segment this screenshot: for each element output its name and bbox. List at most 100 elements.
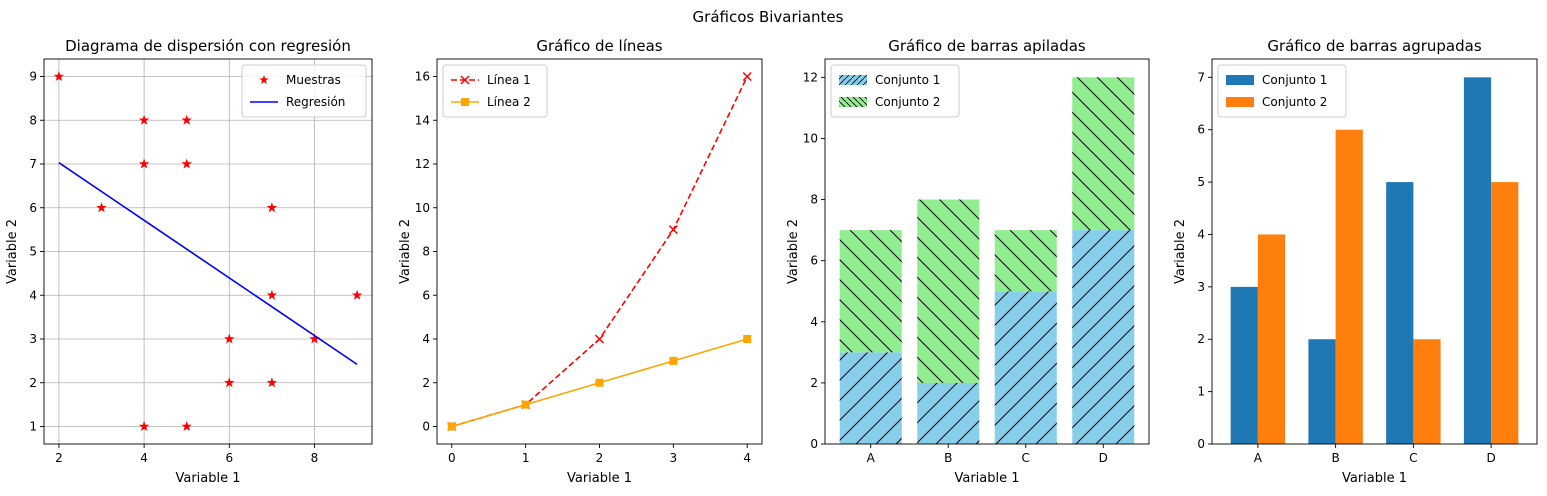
- legend-hatch: [839, 97, 867, 107]
- y-ticks: 0 2 4 6 8 10 12: [803, 70, 825, 451]
- bar: [1413, 339, 1441, 444]
- scatter-point: [266, 289, 278, 300]
- scatter-point: [181, 114, 192, 125]
- legend: Conjunto 1 Conjunto 2: [1217, 64, 1347, 118]
- x-tick-label: 8: [311, 451, 319, 465]
- chart-title: Gráfico de barras apiladas: [888, 37, 1086, 55]
- y-ticks: 0 2 4 6 8 10 12 14 16: [415, 70, 437, 434]
- legend-label: Conjunto 1: [875, 73, 940, 87]
- y-tick-label: 2: [810, 376, 818, 390]
- x-tick-label: 2: [596, 451, 604, 465]
- y-axis-label: Variable 2: [786, 219, 801, 284]
- bar: [1491, 182, 1519, 444]
- bar-hatch: [917, 382, 980, 444]
- x-tick-label: 0: [448, 451, 456, 465]
- legend-marker: [460, 75, 470, 85]
- y-tick-label: 14: [415, 113, 430, 127]
- x-tick-label: 6: [225, 451, 233, 465]
- y-tick-label: 8: [422, 245, 430, 259]
- bar-hatch: [1072, 77, 1135, 231]
- y-tick-label: 9: [29, 70, 37, 84]
- y-tick-label: 5: [29, 245, 37, 259]
- line-point: [669, 356, 678, 365]
- bar-hatch: [839, 230, 902, 353]
- bar-hatch: [839, 352, 902, 444]
- bar: [1335, 129, 1363, 444]
- x-axis-label: Variable 1: [954, 471, 1019, 486]
- y-tick-label: 12: [415, 157, 430, 171]
- y-axis-label: Variable 2: [1173, 219, 1188, 284]
- regression-line: [58, 162, 358, 366]
- x-tick-label: 4: [743, 451, 751, 465]
- y-tick-label: 1: [29, 420, 37, 434]
- bar-hatch: [1072, 230, 1135, 444]
- y-tick-label: 2: [422, 376, 430, 390]
- legend-label: Regresión: [286, 95, 345, 109]
- x-ticks: A B C D: [1254, 444, 1496, 465]
- x-tick-label: B: [1332, 451, 1340, 465]
- bar-hatch: [994, 291, 1057, 444]
- legend-marker: [461, 98, 469, 106]
- scatter-point: [224, 333, 235, 344]
- x-tick-label: A: [1254, 451, 1263, 465]
- scatter-point: [309, 333, 320, 344]
- plot-area: [53, 71, 363, 431]
- line-point: [447, 422, 456, 431]
- scatter-point: [138, 114, 150, 125]
- legend-handle: [1226, 97, 1254, 107]
- bar: [1308, 339, 1336, 444]
- figure-title: Gráficos Bivariantes: [693, 8, 844, 26]
- y-tick-label: 12: [803, 70, 818, 84]
- y-tick-label: 8: [29, 113, 37, 127]
- y-ticks: 0 1 2 3 4 5 6 7: [1197, 70, 1212, 451]
- x-tick-label: 4: [140, 451, 148, 465]
- y-tick-label: 6: [1197, 123, 1205, 137]
- y-tick-label: 0: [1197, 437, 1205, 451]
- x-axis-label: Variable 1: [1342, 471, 1407, 486]
- axes-frame: [824, 58, 1150, 445]
- chart-title: Gráfico de líneas: [536, 37, 662, 55]
- x-ticks: A B C D: [867, 444, 1108, 465]
- x-tick-label: D: [1099, 451, 1108, 465]
- legend-handle: [1226, 75, 1254, 85]
- legend-box: [241, 64, 367, 118]
- y-tick-label: 5: [1197, 175, 1205, 189]
- x-axis-label: Variable 1: [567, 471, 632, 486]
- line-point: [742, 71, 752, 82]
- legend: Línea 1 Línea 2: [442, 64, 548, 118]
- chart-title: Gráfico de barras agrupadas: [1267, 37, 1482, 55]
- scatter-point: [138, 421, 150, 431]
- x-ticks: 0 1 2 3 4: [448, 444, 751, 465]
- y-tick-label: 0: [810, 437, 818, 451]
- x-ticks: 2 4 6 8: [55, 444, 318, 465]
- y-axis-label: Variable 2: [5, 219, 20, 284]
- line-point: [521, 400, 530, 409]
- bar-hatch: [917, 199, 980, 383]
- y-tick-label: 16: [415, 70, 430, 84]
- x-tick-label: 2: [55, 451, 63, 465]
- line-point: [743, 335, 752, 343]
- legend-label: Línea 2: [487, 95, 531, 109]
- y-axis-label: Variable 2: [398, 219, 413, 284]
- legend-label: Muestras: [286, 73, 341, 87]
- y-tick-label: 4: [1197, 227, 1205, 241]
- legend-label: Línea 1: [487, 73, 531, 87]
- bar: [1463, 77, 1492, 444]
- line-point: [668, 225, 678, 235]
- y-tick-label: 4: [29, 288, 37, 302]
- y-tick-label: 2: [29, 376, 37, 390]
- x-tick-label: 3: [670, 451, 678, 465]
- axes-frame: [1211, 58, 1538, 445]
- bar: [1386, 182, 1414, 444]
- y-tick-label: 1: [1197, 385, 1205, 399]
- y-tick-label: 7: [1197, 70, 1205, 84]
- legend-hatch: [839, 75, 867, 85]
- y-ticks: 1 2 3 4 5 6 7 8 9: [29, 70, 44, 434]
- y-tick-label: 3: [29, 332, 37, 346]
- x-tick-label: D: [1487, 451, 1496, 465]
- legend-label: Conjunto 2: [875, 95, 940, 109]
- y-tick-label: 2: [1197, 332, 1205, 346]
